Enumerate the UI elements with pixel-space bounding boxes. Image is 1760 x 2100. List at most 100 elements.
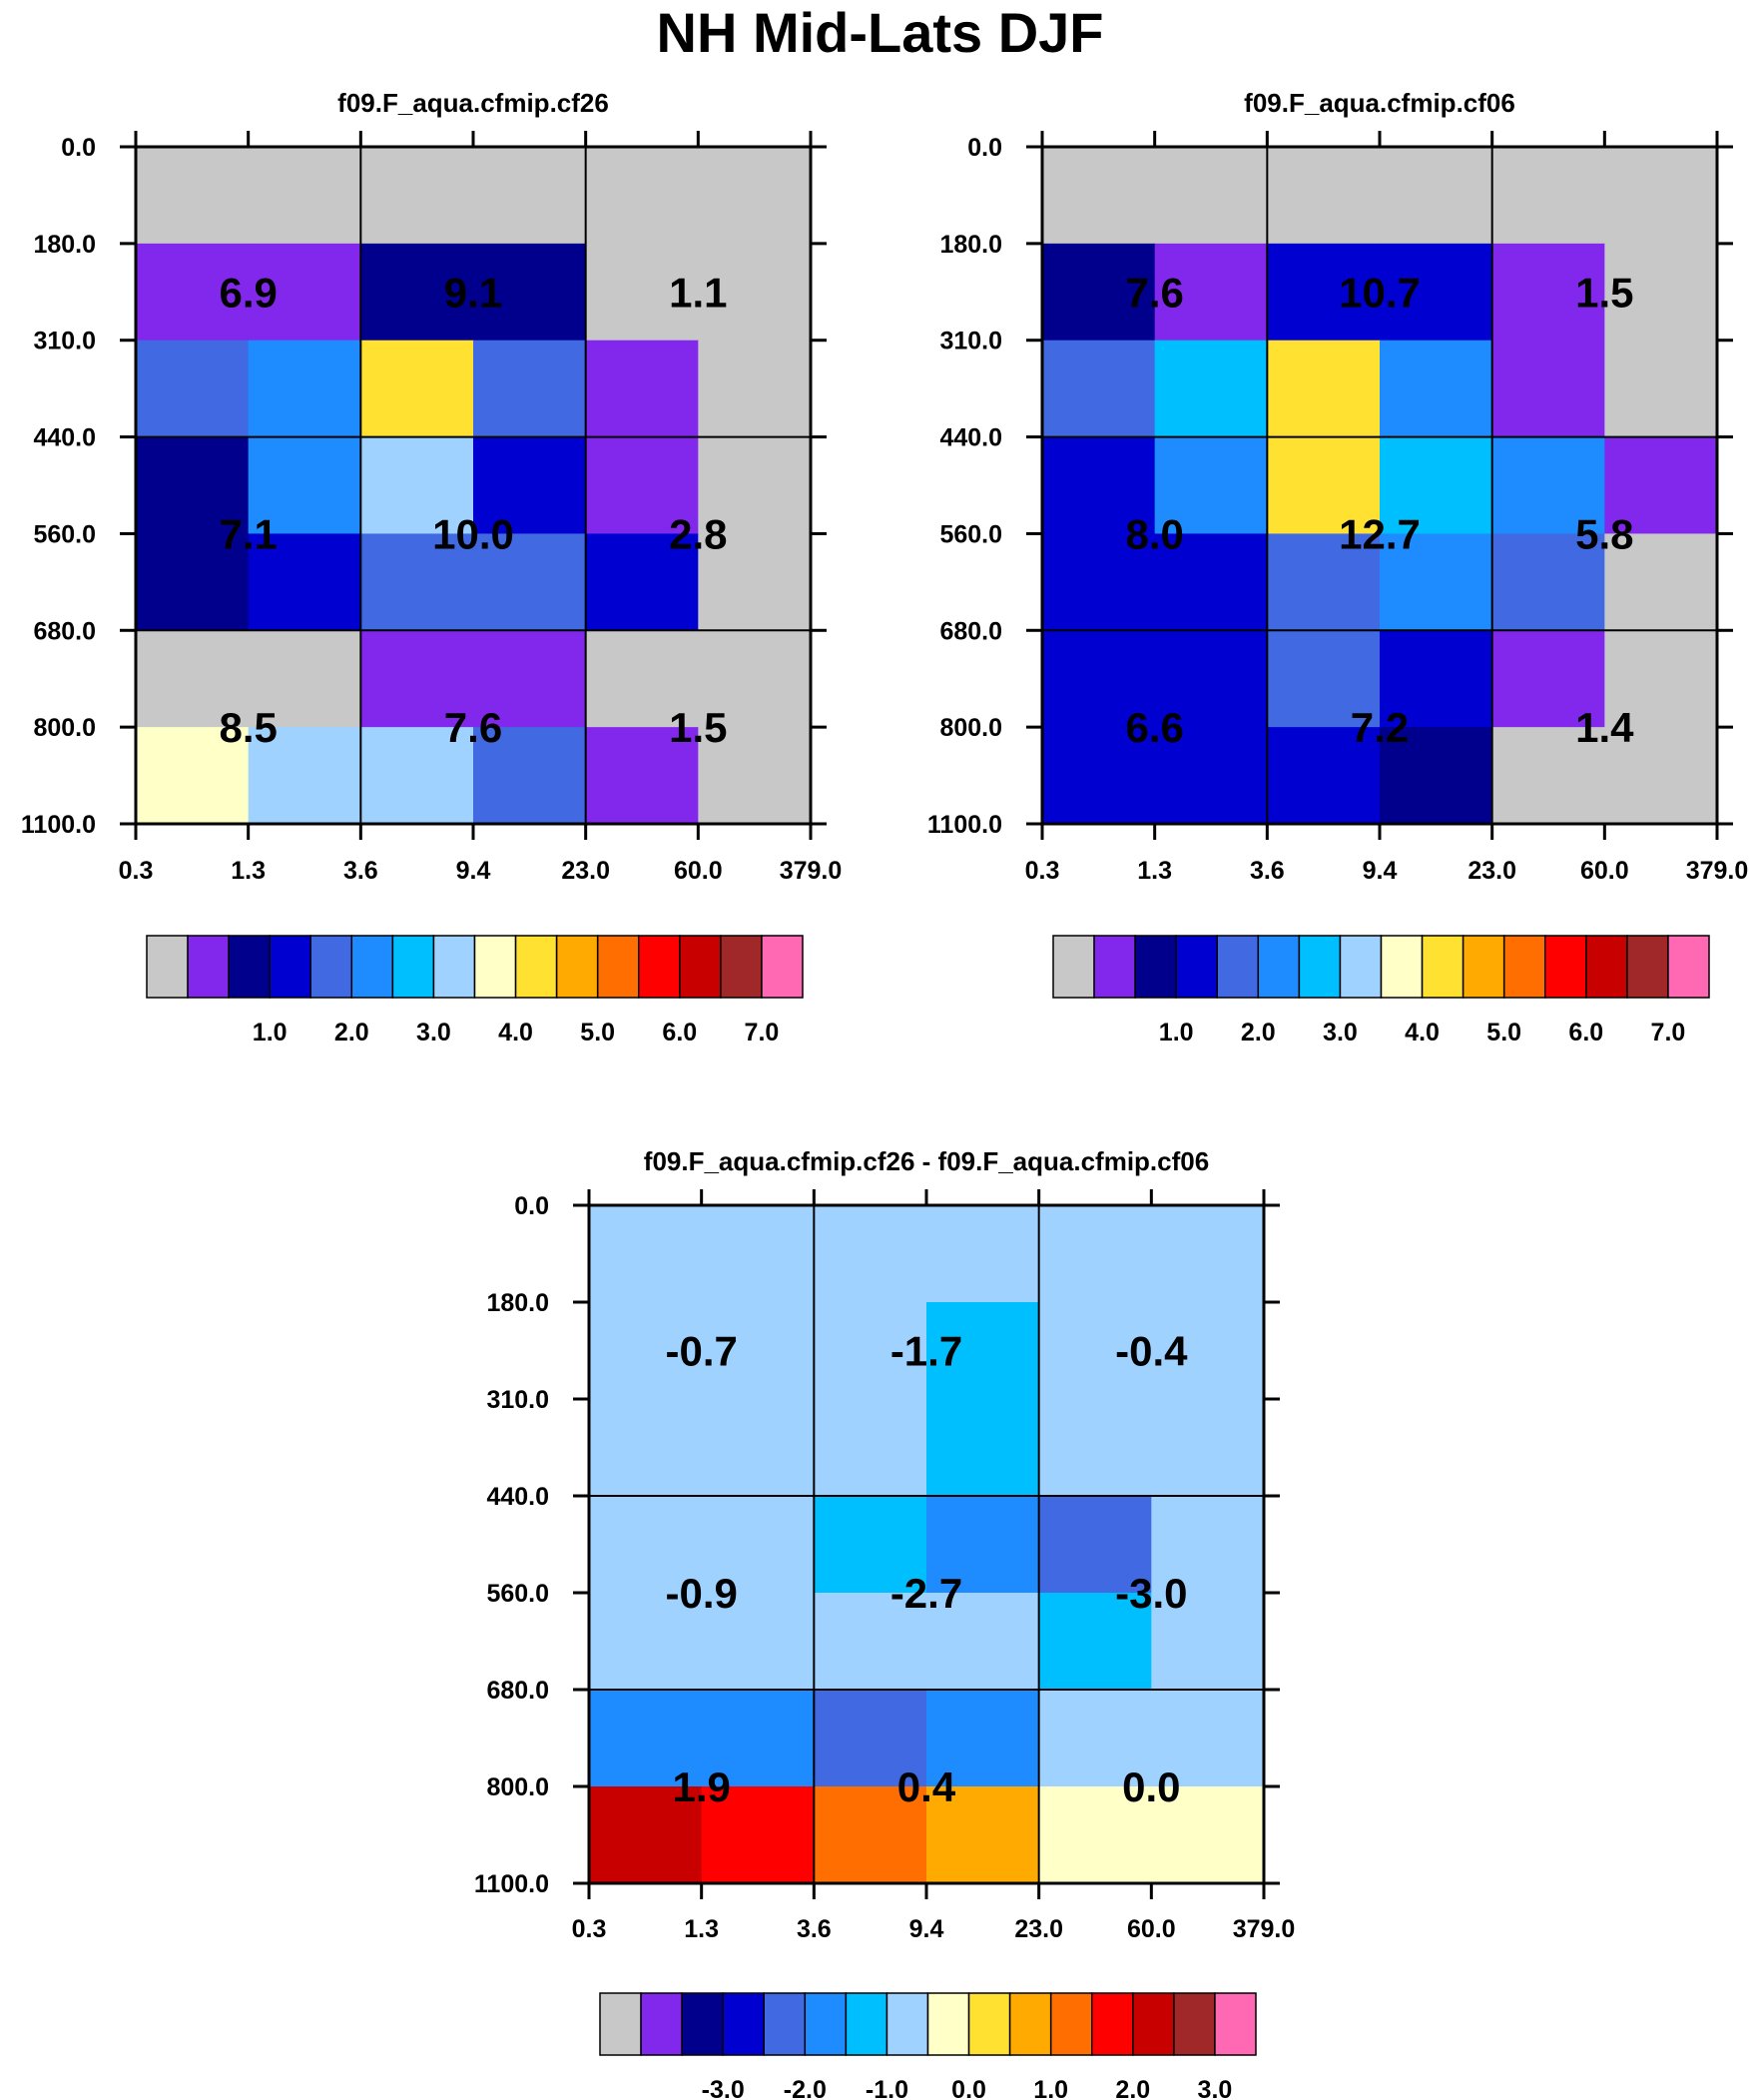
heatmap-cell [1491,147,1605,245]
heatmap-cell [701,1786,815,1884]
cell-value-label: 5.8 [1575,510,1633,557]
y-tick-label: 0.0 [967,134,1002,162]
heatmap-cell [360,340,474,438]
heatmap-cell [1042,340,1156,438]
y-tick-label: 440.0 [939,424,1002,452]
heatmap-cell [248,340,361,438]
legend-label: 7.0 [1651,1019,1686,1047]
legend-label: 2.0 [1241,1019,1276,1047]
heatmap-cell [1151,1302,1265,1400]
legend-swatch [187,935,230,999]
heatmap-cell [814,1399,927,1497]
heatmap-cell [1604,340,1718,438]
y-tick-label: 800.0 [33,714,96,742]
heatmap-cell [473,436,587,535]
cell-value-label: 0.4 [897,1763,956,1810]
legend-swatch [1216,935,1260,999]
heatmap-cell [1380,340,1493,438]
y-tick-label: 180.0 [939,231,1002,259]
heatmap-cell [814,1205,927,1303]
heatmap-cell [1038,1496,1152,1594]
heatmap-cell [136,147,250,245]
cell-value-label: 10.7 [1339,269,1421,316]
heatmap-cell [585,630,699,728]
heatmap-cell [1042,147,1156,245]
cell-value-label: -2.7 [890,1570,962,1617]
heatmap-cell [248,436,361,535]
heatmap-cell [585,436,699,535]
x-tick-label: 0.3 [1025,857,1060,885]
y-tick-label: 680.0 [486,1677,549,1705]
heatmap-cell [1604,727,1718,825]
y-tick-label: 310.0 [939,328,1002,355]
legend-swatch [845,1992,888,2056]
heatmap-cell [926,1302,1040,1400]
heatmap-cell [814,1496,927,1594]
heatmap-cell [360,147,474,245]
cell-value-label: 6.6 [1125,704,1183,751]
y-tick-label: 440.0 [33,424,96,452]
cell-value-label: 0.0 [1122,1763,1180,1810]
heatmap-cell [1267,147,1381,245]
heatmap-cell [1154,340,1268,438]
x-tick-label: 379.0 [780,857,843,885]
heatmap-cell [1267,436,1381,535]
heatmap-cell [926,1399,1040,1497]
heatmap-cell [814,1593,927,1691]
heatmap-cell [1042,630,1156,728]
heatmap-cell [698,243,812,342]
y-tick-label: 560.0 [939,520,1002,548]
heatmap-cell [248,727,361,825]
x-tick-label: 60.0 [1127,1915,1176,1943]
heatmap-cell [1038,1399,1152,1497]
legend-swatch [885,1992,929,2056]
legend-swatch [473,935,517,999]
x-tick-label: 9.4 [1363,857,1398,885]
legend-swatch [309,935,353,999]
legend-swatch [681,1992,724,2056]
y-tick-label: 800.0 [486,1773,549,1801]
heatmap-cell [360,243,474,342]
heatmap-cell [701,1205,815,1303]
legend-swatch [761,935,804,999]
heatmap-cell [698,436,812,535]
cell-value-label: -0.7 [665,1328,737,1375]
cell-value-label: 7.6 [444,704,502,751]
heatmap-cell [473,533,587,631]
legend-swatch [596,935,640,999]
legend-label: -1.0 [866,2076,908,2100]
legend-swatch [391,935,435,999]
cell-value-label: 1.1 [669,269,727,316]
heatmap-cell [1042,436,1156,535]
cell-value-label: 9.1 [444,269,502,316]
legend-label: 1.0 [1159,1019,1194,1047]
legend-swatch [1667,935,1710,999]
heatmap-cell [136,436,250,535]
heatmap-cell [1604,147,1718,245]
heatmap-cell [1267,340,1381,438]
heatmap-cell [589,1786,703,1884]
heatmap-cell [1604,436,1718,535]
legend-swatch [1421,935,1465,999]
panel-title: f09.F_aqua.cfmip.cf06 [1244,88,1515,118]
heatmap-cell [1491,630,1605,728]
y-tick-label: 310.0 [33,328,96,355]
x-tick-label: 23.0 [1467,857,1516,885]
y-tick-label: 310.0 [486,1386,549,1414]
cell-value-label: 8.5 [219,704,277,751]
heatmap-cell [701,1690,815,1787]
heatmap-cell [1154,243,1268,342]
heatmap-cell [1154,533,1268,631]
legend-swatch [599,1992,642,2056]
heatmap-cell [1380,436,1493,535]
legend-label: 5.0 [580,1019,615,1047]
legend-swatch [638,935,681,999]
heatmap-cell [585,533,699,631]
heatmap-cell [1151,1496,1265,1594]
legend-swatch [1134,935,1177,999]
heatmap-cell [585,243,699,342]
panel-title: f09.F_aqua.cfmip.cf26 [337,88,609,118]
heatmap-cell [136,727,250,825]
legend-swatch [269,935,311,999]
x-tick-label: 1.3 [231,857,266,885]
